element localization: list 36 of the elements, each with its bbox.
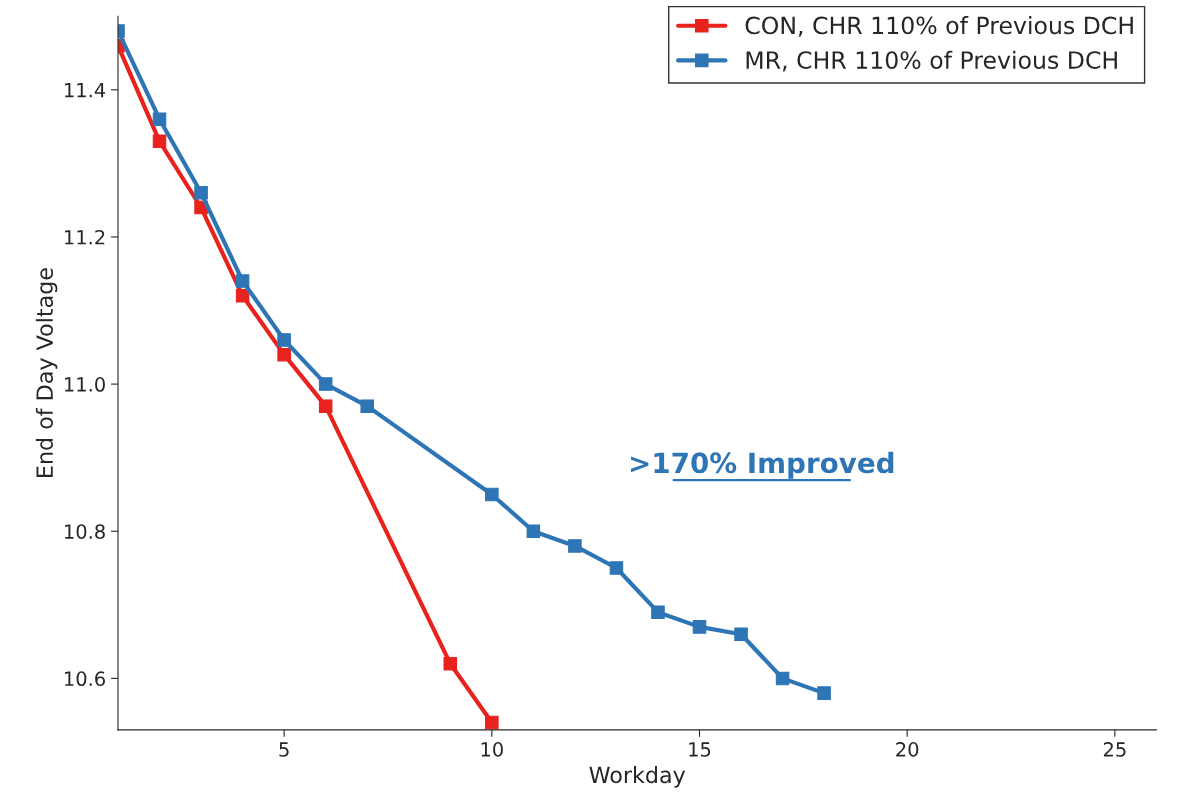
point (152, 112, 167, 126)
x-tick-label: 20 (896, 742, 919, 757)
point (692, 620, 707, 634)
point (734, 627, 748, 642)
point (485, 487, 499, 502)
point (609, 561, 624, 575)
point (235, 274, 250, 288)
annotation: >170% Improved (630, 451, 894, 479)
point (485, 715, 499, 730)
point (318, 377, 333, 391)
y-axis-title: End of Day Voltage (35, 268, 58, 477)
y-tick-label: 11.0 (65, 377, 105, 392)
point (360, 399, 374, 413)
point (152, 134, 167, 149)
y-tick-label: 11.2 (65, 229, 105, 245)
point (526, 524, 541, 539)
point (318, 399, 333, 413)
point (277, 347, 291, 362)
legend-label: CON, CHR 110% of Previous DCH (745, 16, 1133, 37)
legend-label: MR, CHR 110% of Previous DCH (746, 50, 1117, 72)
point (651, 605, 665, 619)
x-tick-label: 10 (481, 742, 503, 757)
point (817, 686, 831, 700)
point (235, 289, 250, 303)
point (277, 333, 291, 347)
y-tick-label: 10.6 (65, 671, 105, 687)
y-tick-label: 11.4 (65, 83, 106, 98)
point (775, 671, 790, 686)
y-tick-label: 10.8 (65, 524, 105, 539)
point (194, 186, 208, 200)
x-tick-label: 15 (689, 742, 711, 757)
x-tick-label: 5 (279, 742, 289, 757)
point (568, 539, 582, 553)
x-tick-label: 25 (1103, 742, 1126, 757)
x-axis-title: Workday (589, 766, 686, 788)
point (443, 656, 458, 671)
